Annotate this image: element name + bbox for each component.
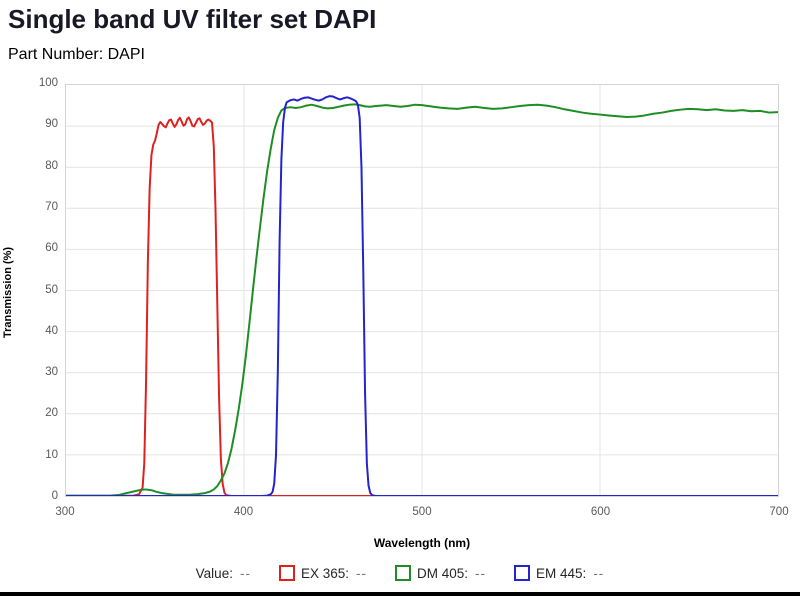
em445-swatch-icon <box>514 565 531 581</box>
ex365-swatch-icon <box>278 565 295 581</box>
x-tick-500: 500 <box>412 506 432 518</box>
y-tick-100: 100 <box>38 77 58 89</box>
y-tick-0: 0 <box>51 490 58 502</box>
page-title: Single band UV filter set DAPI <box>8 4 377 34</box>
y-tick-60: 60 <box>45 242 58 255</box>
y-tick-10: 10 <box>45 448 58 461</box>
y-tick-70: 70 <box>45 200 58 213</box>
series-ex365-line <box>66 116 778 496</box>
y-tick-90: 90 <box>45 118 58 131</box>
x-axis-title: Wavelength (nm) <box>373 536 471 550</box>
legend-item-label: EM 445: <box>536 565 587 581</box>
legend-value-readout: Value: -- <box>196 566 251 581</box>
plot-svg <box>66 85 778 496</box>
window-bottom-border <box>0 592 800 596</box>
part-number-subtitle: Part Number: DAPI <box>8 46 145 63</box>
y-tick-80: 80 <box>45 159 58 172</box>
legend-item-dm405[interactable]: DM 405: -- <box>395 565 486 581</box>
dm405-swatch-icon <box>395 565 411 581</box>
x-tick-300: 300 <box>55 506 75 518</box>
series-em445-line <box>66 95 778 496</box>
x-tick-600: 600 <box>590 506 611 518</box>
legend-item-label: EX 365: <box>300 565 349 581</box>
y-axis-title: Transmission (%) <box>2 246 14 338</box>
y-tick-30: 30 <box>45 366 58 379</box>
x-tick-700: 700 <box>769 506 789 518</box>
x-tick-400: 400 <box>233 506 254 518</box>
legend-item-ex365[interactable]: EX 365: -- <box>278 565 367 581</box>
plot-area[interactable] <box>65 84 779 497</box>
y-tick-50: 50 <box>45 283 58 296</box>
legend-item-value: -- <box>356 565 367 581</box>
y-tick-20: 20 <box>45 407 58 420</box>
legend-value-label: Value: <box>195 565 233 581</box>
legend-item-em445[interactable]: EM 445: -- <box>514 565 604 581</box>
legend-item-value: -- <box>593 565 605 581</box>
y-tick-40: 40 <box>45 324 58 337</box>
legend-value: -- <box>239 565 251 581</box>
legend-item-label: DM 405: <box>417 565 469 581</box>
chart-legend: Value: -- EX 365: -- DM 405: -- EM 445: … <box>0 565 800 581</box>
legend-item-value: -- <box>475 565 487 581</box>
